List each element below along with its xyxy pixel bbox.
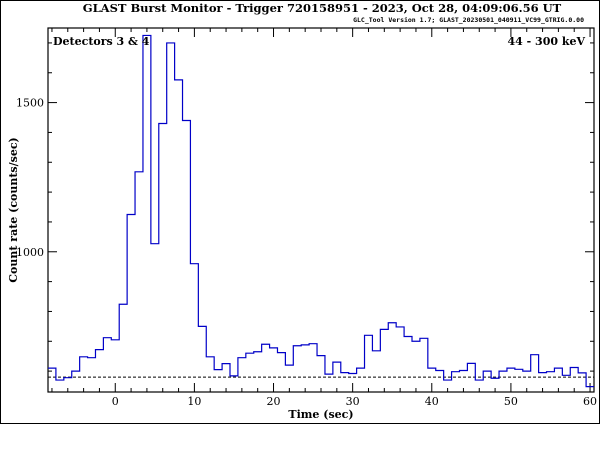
x-tick-label: 40 [425,395,439,408]
x-tick-label: 50 [504,395,518,408]
x-tick-label: 20 [267,395,281,408]
series-count-rate [48,34,594,388]
x-tick-label: 10 [187,395,201,408]
energy-label: 44 - 300 keV [508,35,586,48]
x-tick-label: 60 [583,395,597,408]
y-tick-label: 1500 [16,97,44,110]
y-tick-label: 1000 [16,246,44,259]
y-axis-label: Count rate (counts/sec) [7,137,20,282]
chart-subtitle: GLC_Tool Version 1.7; GLAST_20230501_040… [353,16,584,24]
x-tick-label: 0 [112,395,119,408]
tick-labels: 0 10 20 30 40 50 60 1000 1500 [16,97,597,408]
chart-title: GLAST Burst Monitor - Trigger 720158951 … [83,1,562,15]
axis-ticks [48,28,594,392]
x-axis-label: Time (sec) [288,408,353,421]
plot-area [47,27,595,393]
detectors-label: Detectors 3 & 4 [53,35,150,48]
frame-border [0,0,600,424]
x-tick-label: 30 [346,395,360,408]
